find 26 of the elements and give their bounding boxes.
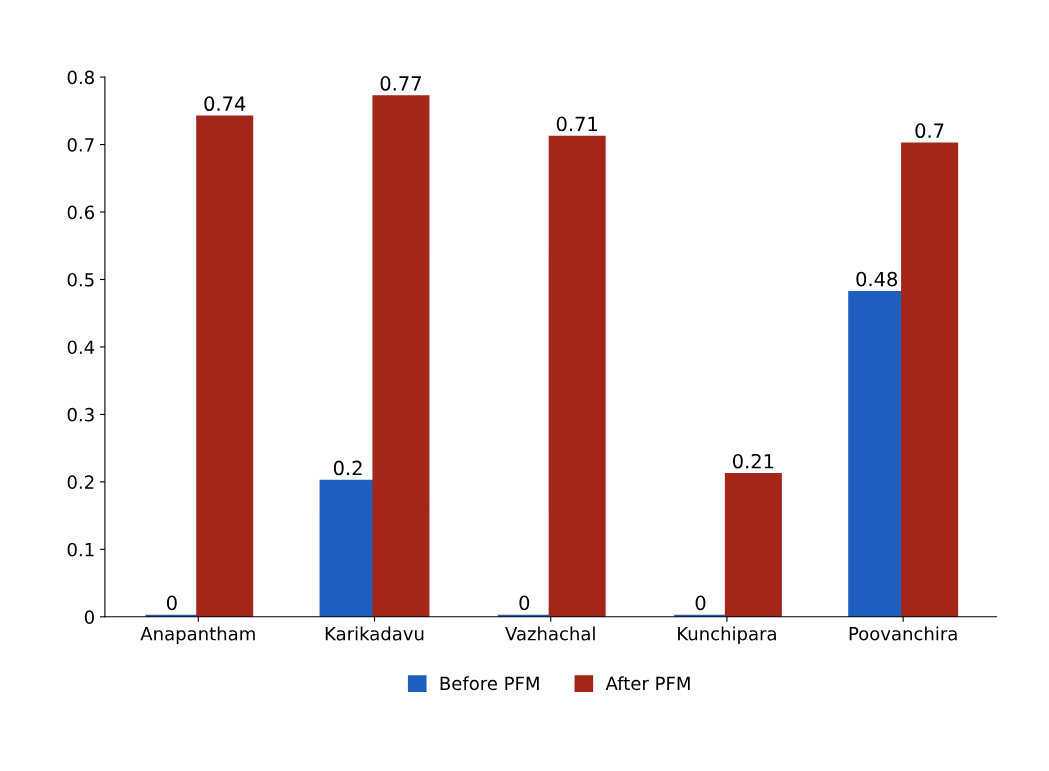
x-tick-label: Anapantham (140, 626, 255, 644)
y-tick-label: 0.6 (67, 205, 95, 220)
data-label: 0.2 (333, 460, 362, 476)
data-label: 0.71 (556, 116, 598, 132)
x-tick-label: Kunchipara (678, 626, 776, 644)
y-tick-label: 0 (84, 610, 94, 624)
data-label: 0 (695, 595, 706, 611)
legend-label: After PFM (605, 676, 690, 691)
data-label: 0.21 (733, 453, 774, 469)
data-label: 0.7 (915, 123, 944, 139)
x-tick-label: Vazhachal (505, 626, 595, 641)
y-tick-label: 0.8 (67, 70, 94, 85)
data-label: 0.77 (380, 76, 421, 91)
data-label: 0 (519, 595, 530, 611)
y-tick-label: 0.5 (67, 272, 94, 287)
y-tick-label: 0.4 (67, 340, 95, 355)
y-tick-label: 0.7 (67, 138, 94, 152)
y-tick-label: 0.1 (67, 542, 94, 557)
y-tick-label: 0.3 (67, 407, 94, 422)
y-tick-label: 0.2 (67, 475, 94, 489)
x-tick-label: Poovanchira (849, 626, 957, 641)
data-label: 0.48 (856, 271, 898, 287)
data-label: 0 (166, 595, 177, 611)
x-tick-label: Karikadavu (325, 626, 424, 641)
legend-label: Before PFM (440, 676, 539, 691)
data-label: 0.74 (204, 96, 246, 112)
